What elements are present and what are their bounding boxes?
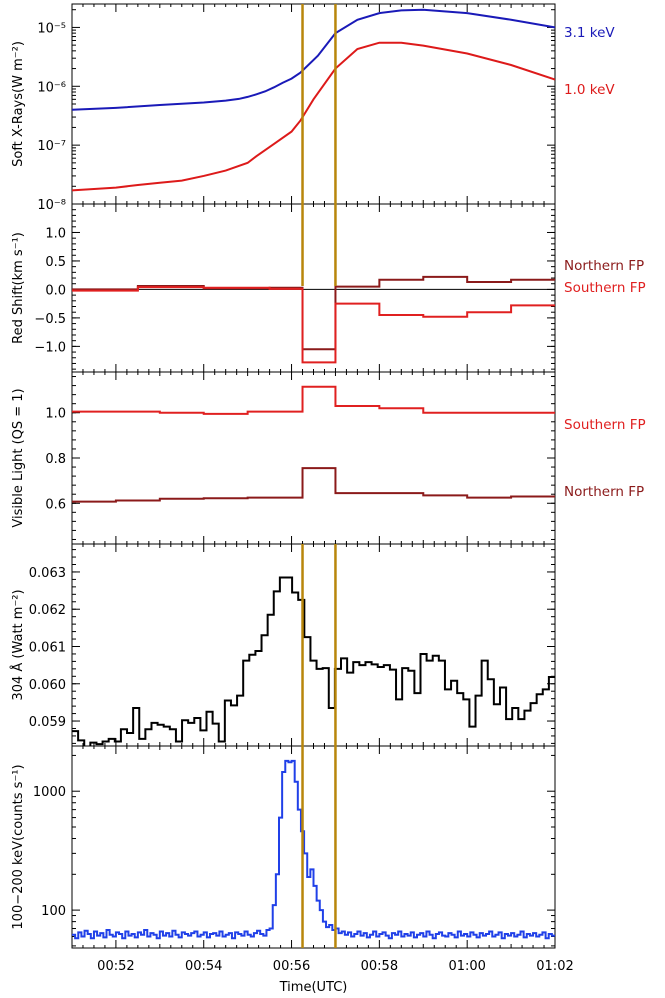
x-tick-label: 01:02 [536, 959, 573, 974]
y-tick-label: 0.061 [29, 640, 66, 655]
series-line-southern-fp [72, 385, 555, 415]
y-tick-label: 10⁻⁶ [37, 80, 66, 95]
panel-2 [71, 203, 556, 373]
legend-label: 3.1 keV [564, 25, 615, 41]
x-axis-label: Time(UTC) [279, 980, 348, 995]
y-tick-label: 10⁻⁵ [37, 21, 66, 36]
y-tick-label: 0.063 [29, 566, 66, 581]
legend-label: Southern FP [564, 280, 646, 296]
legend-label: 1.0 keV [564, 82, 615, 98]
y-axis-label: Visible Light (QS = 1) [11, 388, 26, 527]
panel-5 [71, 745, 556, 949]
y-tick-label: 0.059 [29, 715, 66, 730]
legend-label: Southern FP [564, 417, 646, 433]
series-line-northern-fp [72, 467, 555, 503]
y-tick-label: 10⁻⁸ [37, 198, 66, 213]
panel-frame [71, 745, 556, 949]
legend-label: Northern FP [564, 484, 644, 500]
y-axis-label: Red Shift(km s⁻¹) [11, 232, 26, 344]
series-line-panel-4 [72, 576, 555, 746]
series-line-panel-5 [72, 759, 555, 940]
panel-frame [71, 3, 556, 205]
y-axis-label: 304 Å (Watt m⁻²) [10, 589, 26, 700]
y-tick-label: 0.060 [29, 678, 66, 693]
y-tick-label: 0.062 [29, 603, 66, 618]
y-tick-label: 0.8 [45, 452, 66, 467]
y-tick-label: 0.0 [45, 283, 66, 298]
series-line-southern-fp [72, 286, 555, 364]
series-line-1-0-kev [72, 41, 555, 192]
y-tick-label: 1000 [33, 785, 66, 800]
panel-4 [71, 543, 556, 747]
y-tick-label: 0.6 [45, 497, 66, 512]
legend-label: Northern FP [564, 258, 644, 274]
y-axis-label: Soft X-Rays(W m⁻²) [11, 41, 26, 167]
panel-frame [71, 371, 556, 545]
panel-frame [71, 543, 556, 747]
y-tick-label: 1.0 [45, 226, 66, 241]
y-tick-label: 100 [41, 904, 66, 919]
x-tick-label: 00:52 [97, 959, 134, 974]
x-tick-label: 01:00 [448, 959, 485, 974]
panel-3 [71, 371, 556, 545]
x-tick-label: 00:54 [185, 959, 222, 974]
series-line-3-1-kev [72, 8, 555, 111]
x-tick-label: 00:58 [361, 959, 398, 974]
y-tick-label: 1.0 [45, 407, 66, 422]
y-tick-label: 10⁻⁷ [37, 139, 66, 154]
x-tick-label: 00:56 [273, 959, 310, 974]
y-tick-label: −1.0 [34, 340, 66, 355]
y-axis-label: 100−200 keV(counts s⁻¹) [11, 764, 26, 929]
y-tick-label: −0.5 [34, 312, 66, 327]
y-tick-label: 0.5 [45, 255, 66, 270]
panel-1 [71, 3, 556, 205]
